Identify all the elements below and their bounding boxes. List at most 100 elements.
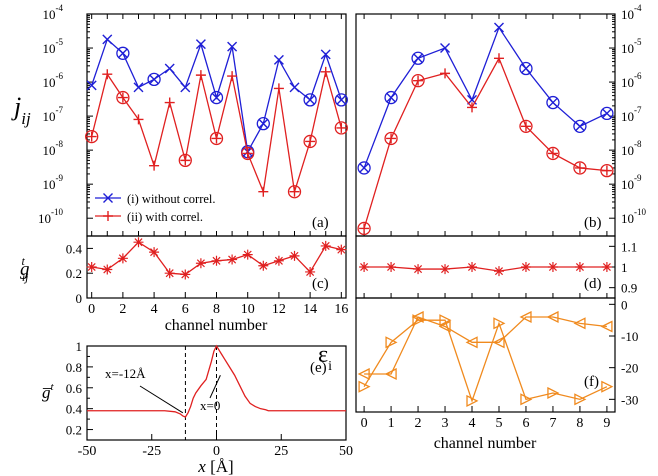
y-tick-label: 0.9 — [621, 281, 637, 296]
data-point — [211, 255, 222, 266]
data-point-circle — [546, 146, 560, 161]
x-tick-label: 25 — [274, 444, 288, 459]
y-tick-exponent: -4 — [634, 3, 642, 13]
data-point — [149, 247, 160, 258]
data-point — [117, 92, 128, 103]
y-axis-label-sup: t — [51, 381, 55, 393]
data-point — [493, 53, 504, 64]
annotation-arrow — [209, 375, 221, 399]
data-point — [133, 114, 144, 125]
data-point — [211, 92, 222, 103]
panel-a-frame — [86, 13, 347, 237]
x-tick-label: 14 — [303, 302, 317, 317]
data-point — [520, 393, 533, 406]
series-a-red — [85, 66, 348, 199]
x-tick-label: 0 — [88, 302, 95, 317]
y-tick-label: 10-6 — [43, 71, 64, 90]
data-point-circle — [546, 95, 560, 110]
x-tick-label: -25 — [142, 444, 161, 459]
data-point — [440, 68, 451, 79]
y-tick-label: 10-5 — [43, 37, 64, 56]
y-tick-base: 10 — [43, 109, 56, 124]
data-point — [466, 394, 479, 407]
x-tick-label: 50 — [339, 444, 353, 459]
data-point — [413, 75, 424, 86]
data-point-circle — [519, 61, 533, 76]
series-line — [87, 344, 346, 418]
data-point — [357, 367, 370, 381]
y-tick-label: 10-8 — [621, 139, 642, 158]
data-point — [574, 162, 585, 173]
data-point — [493, 317, 506, 330]
series-a-blue — [86, 34, 348, 159]
y-tick-label: 10-5 — [621, 37, 642, 56]
data-point — [86, 262, 97, 272]
data-point — [384, 367, 397, 381]
series-d-red — [359, 262, 612, 277]
legend: (i) without correl. (ii) with correl. — [95, 192, 216, 224]
data-point — [336, 122, 347, 133]
data-point — [211, 133, 222, 144]
data-point — [520, 262, 531, 272]
data-point-circle — [116, 90, 130, 105]
x-tick-label: 16 — [334, 302, 348, 317]
y-tick-label: 0.2 — [66, 266, 82, 281]
y-tick-base: 10 — [43, 143, 56, 158]
panel-label-c: (c) — [312, 276, 329, 292]
data-point — [467, 102, 478, 113]
data-point-circle — [600, 106, 614, 121]
y-tick-label: 10-9 — [621, 173, 642, 192]
series-line — [363, 56, 607, 229]
y-tick-label: -20 — [621, 361, 638, 376]
x-tick-label: 8 — [213, 302, 220, 317]
data-point — [359, 223, 370, 234]
data-point — [164, 268, 175, 279]
series-line — [363, 319, 608, 403]
data-point — [336, 94, 347, 105]
data-point — [574, 393, 587, 406]
data-point — [258, 260, 269, 271]
data-point-circle — [303, 134, 317, 149]
data-point-circle — [209, 90, 224, 105]
data-point-circle — [209, 131, 224, 146]
series-c-red — [86, 237, 347, 280]
data-point — [305, 136, 316, 147]
series-e-red — [87, 344, 346, 418]
data-point-circle — [287, 185, 302, 199]
y-tick-label: 10-7 — [621, 105, 642, 124]
panel-c-frame — [86, 235, 347, 299]
data-point — [289, 82, 300, 93]
data-point-circle — [357, 221, 371, 236]
y-tick-exponent: -4 — [56, 3, 64, 13]
y-tick-base: 10 — [621, 177, 634, 192]
y-axis-label-sup: t — [22, 254, 26, 268]
data-point — [195, 39, 206, 50]
y-tick-exponent: -6 — [634, 71, 642, 81]
x-tick-label: 6 — [182, 302, 189, 317]
data-point — [413, 264, 424, 275]
legend-label: (i) without correl. — [127, 192, 216, 206]
y-tick-exponent: -7 — [56, 105, 64, 115]
data-point-circle — [147, 72, 161, 87]
data-point-circle — [85, 129, 99, 144]
x-axis-label-unit: [Å] — [206, 457, 234, 476]
data-point-circle — [256, 117, 270, 131]
panel-label-f: (f) — [584, 374, 599, 390]
annotation-x-minus-12: x=-12Å — [105, 366, 146, 381]
data-point — [180, 155, 191, 166]
y-axis-label: g̅t — [42, 381, 55, 402]
x-tick-label: 2 — [119, 302, 126, 317]
legend-marker-blue — [103, 193, 113, 203]
data-point — [519, 310, 532, 324]
y-axis-label-main: g — [20, 259, 30, 280]
panel-label-a: (a) — [312, 215, 329, 231]
x-tick-label: 0 — [213, 444, 220, 459]
y-tick-label: 10-8 — [43, 139, 64, 158]
data-point — [305, 94, 316, 105]
data-point — [411, 310, 424, 324]
data-point — [164, 63, 175, 74]
data-point-circle — [519, 119, 533, 133]
y-tick-label: 0.2 — [66, 423, 82, 438]
data-point — [164, 97, 175, 108]
data-point — [439, 314, 452, 327]
